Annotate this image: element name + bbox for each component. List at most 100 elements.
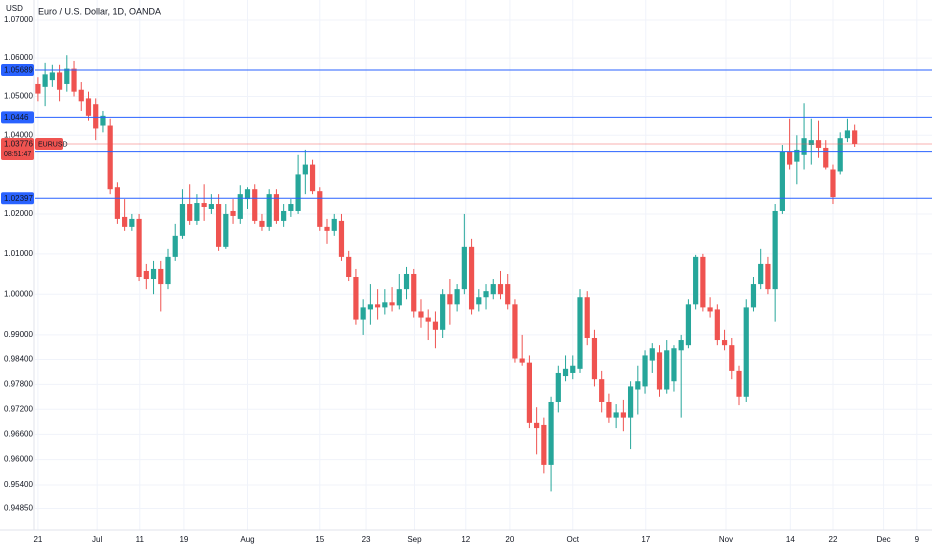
candle-body xyxy=(42,74,48,87)
candle-body xyxy=(35,83,41,94)
countdown-label: 08:51:47 xyxy=(4,151,31,158)
candle-body xyxy=(787,151,793,165)
candle-body xyxy=(837,138,843,172)
candle-body xyxy=(122,216,128,227)
candle-body xyxy=(627,386,634,418)
candle-body xyxy=(642,355,648,387)
price-line-label-box xyxy=(1,111,34,124)
candle-body xyxy=(743,307,749,397)
y-axis-unit: USD xyxy=(6,4,23,13)
candle-body xyxy=(302,164,308,175)
price-line-label: 1.05689 xyxy=(4,66,33,75)
symbol-tag: EURUSD xyxy=(38,141,68,148)
x-tick-label: Sep xyxy=(407,535,422,544)
candle-body xyxy=(823,147,829,168)
candle-body xyxy=(309,164,316,192)
candle-body xyxy=(534,422,540,429)
candle-body xyxy=(317,191,323,227)
candle-body xyxy=(143,270,149,280)
candle-body xyxy=(541,424,547,465)
chart-title: Euro / U.S. Dollar, 1D, OANDA xyxy=(38,6,161,16)
y-tick-label: 1.02000 xyxy=(4,209,33,218)
x-tick-label: Jul xyxy=(92,535,102,544)
y-tick-label: 1.04000 xyxy=(4,130,33,139)
x-tick-label: 15 xyxy=(315,535,324,544)
x-tick-label: 20 xyxy=(505,535,514,544)
candle-body xyxy=(519,358,525,363)
candle-body xyxy=(158,268,164,285)
candle-body xyxy=(165,256,171,285)
candle-body xyxy=(223,213,229,247)
y-tick-label: 1.05000 xyxy=(4,92,33,101)
candle-body xyxy=(606,401,612,418)
candle-body xyxy=(844,130,851,139)
candle-body xyxy=(107,125,113,190)
candle-body xyxy=(476,297,482,305)
candle-body xyxy=(259,220,265,227)
candle-body xyxy=(758,263,764,285)
candle-body xyxy=(815,140,822,148)
candle-body xyxy=(765,263,771,290)
candle-body xyxy=(230,210,236,216)
price-line-label-box xyxy=(1,192,34,205)
candle-body xyxy=(808,140,814,146)
candle-body xyxy=(801,138,807,155)
candle-body xyxy=(447,294,453,305)
candle-body xyxy=(577,297,583,369)
candle-body xyxy=(129,218,135,227)
candle-body xyxy=(187,204,193,221)
candle-body xyxy=(461,246,467,290)
x-tick-label: 22 xyxy=(829,535,838,544)
candle-body xyxy=(360,307,366,320)
candle-body xyxy=(100,115,106,126)
candle-body xyxy=(49,72,55,81)
candle-body xyxy=(396,289,402,306)
x-tick-label: 14 xyxy=(786,535,795,544)
candle-body xyxy=(570,365,576,373)
candle-body xyxy=(468,246,475,310)
price-line-label: 1.02397 xyxy=(4,194,33,203)
candle-body xyxy=(403,273,410,290)
candle-body xyxy=(700,256,706,308)
last-price-label: 1.03776 xyxy=(4,140,33,149)
candle-body xyxy=(779,151,785,211)
y-tick-label: 1.01000 xyxy=(4,249,33,258)
x-tick-label: Nov xyxy=(719,535,733,544)
candle-body xyxy=(685,304,692,346)
candle-body xyxy=(150,268,157,280)
y-tick-label: 0.94850 xyxy=(4,504,33,513)
price-line-label-box xyxy=(1,63,34,76)
candle-body xyxy=(432,321,439,330)
candle-body xyxy=(179,204,186,236)
price-line-label: 1.0446 xyxy=(4,113,29,122)
candle-body xyxy=(324,226,330,231)
candle-body xyxy=(736,370,742,397)
candle-body xyxy=(678,340,684,351)
candle-body xyxy=(382,302,388,308)
candle-body xyxy=(635,381,641,390)
candle-body xyxy=(505,284,511,305)
y-tick-label: 0.97800 xyxy=(4,379,33,388)
candle-body xyxy=(620,412,626,418)
y-tick-label: 1.07000 xyxy=(4,15,33,24)
x-tick-label: Dec xyxy=(876,535,890,544)
y-tick-label: 0.96600 xyxy=(4,429,33,438)
candle-body xyxy=(367,304,373,310)
candle-body xyxy=(425,317,431,322)
candle-body xyxy=(353,277,359,320)
candle-body xyxy=(548,401,554,465)
x-tick-label: 21 xyxy=(33,535,42,544)
candle-body xyxy=(295,174,301,211)
candle-body xyxy=(750,284,757,308)
candle-body xyxy=(136,218,142,278)
x-tick-label: Oct xyxy=(567,535,580,544)
candle-body xyxy=(852,130,858,144)
candle-body xyxy=(729,345,735,371)
candle-body xyxy=(454,289,460,305)
candle-body xyxy=(273,194,280,221)
y-tick-label: 0.99000 xyxy=(4,330,33,339)
x-tick-label: 9 xyxy=(915,535,920,544)
y-tick-label: 0.98400 xyxy=(4,355,33,364)
candle-body xyxy=(244,189,251,200)
